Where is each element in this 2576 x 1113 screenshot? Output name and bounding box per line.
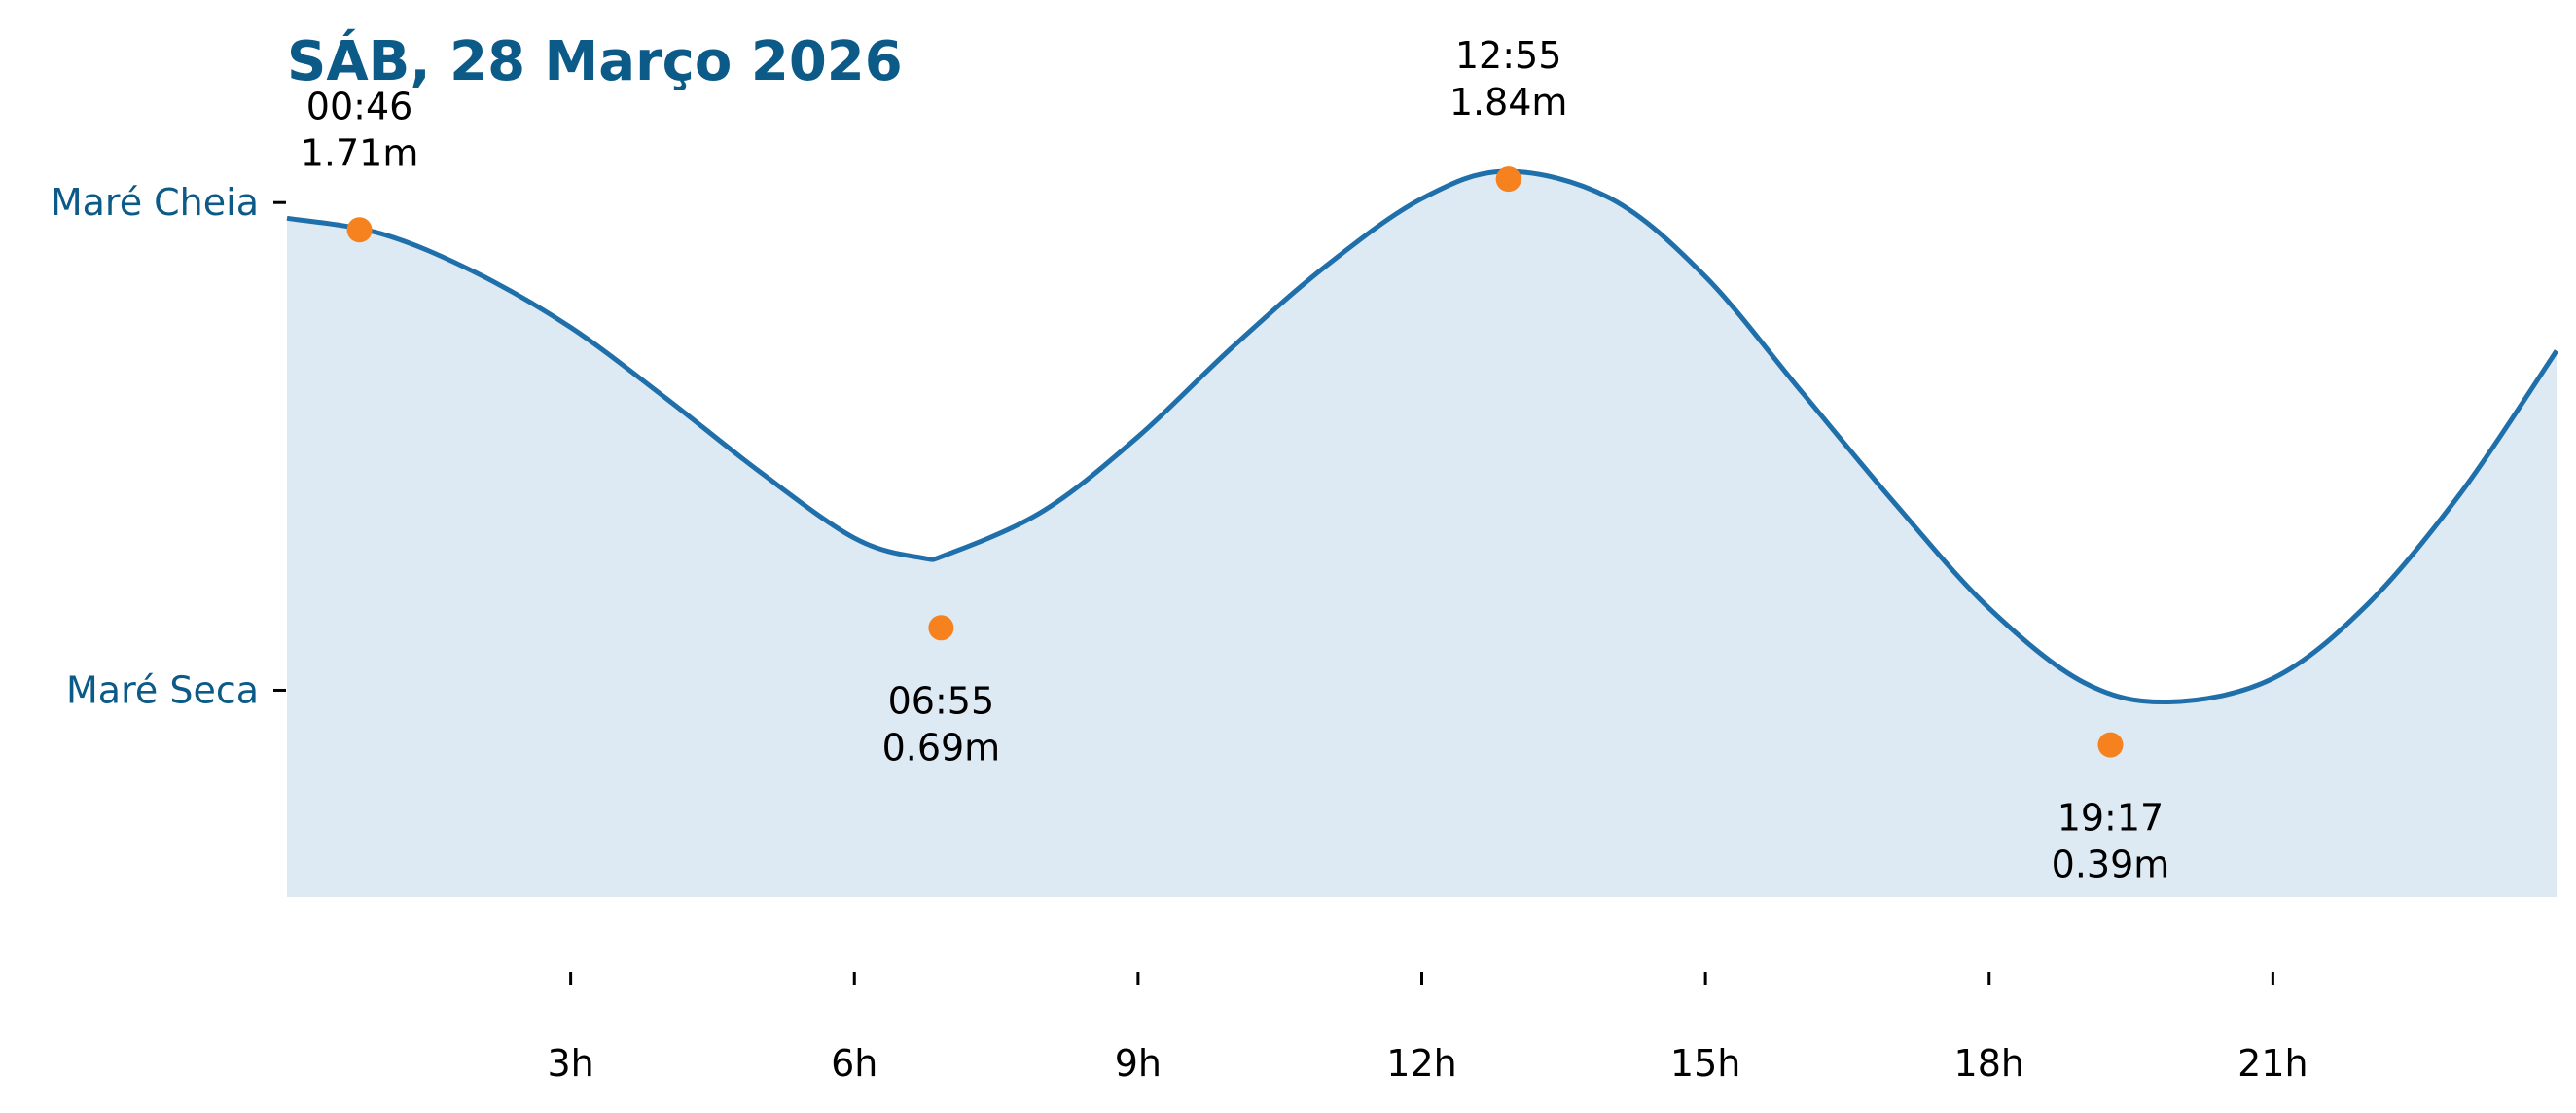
x-tick-label: 15h	[1670, 1042, 1740, 1085]
x-tick-label: 21h	[2237, 1042, 2308, 1085]
y-axis: Maré Cheia Maré Seca	[51, 181, 286, 711]
x-tick-label: 6h	[831, 1042, 877, 1085]
extreme-time-label: 06:55	[888, 679, 995, 722]
plot-area	[286, 168, 2559, 898]
extreme-marker-low	[928, 615, 954, 641]
extreme-height-label: 0.39m	[2052, 844, 2170, 886]
x-tick-label: 12h	[1386, 1042, 1456, 1085]
extreme-time-label: 00:46	[306, 85, 413, 127]
y-tick-label: Maré Seca	[66, 668, 259, 711]
extreme-height-label: 1.84m	[1449, 81, 1568, 124]
extreme-marker-high	[1495, 166, 1521, 193]
chart-title: SÁB, 28 Março 2026	[287, 30, 903, 93]
extreme-markers	[346, 166, 2124, 758]
x-tick-label: 18h	[1954, 1042, 2024, 1085]
extreme-time-label: 19:17	[2057, 797, 2165, 840]
extreme-labels: 00:461.71m 06:550.69m 12:551.84m 19:170.39m	[301, 34, 2170, 885]
extreme-height-label: 0.69m	[882, 726, 1001, 769]
tide-area	[287, 171, 2557, 898]
x-tick-label: 3h	[547, 1042, 593, 1085]
x-axis: 3h 6h 9h 12h 15h 18h 21h	[547, 972, 2308, 1085]
y-tick-label: Maré Cheia	[51, 181, 259, 224]
extreme-marker-low	[2097, 732, 2124, 758]
tide-line	[286, 168, 2559, 705]
extreme-time-label: 12:55	[1455, 34, 1562, 77]
extreme-marker-high	[346, 217, 373, 243]
extreme-height-label: 1.71m	[301, 131, 419, 174]
x-tick-label: 9h	[1115, 1042, 1162, 1085]
